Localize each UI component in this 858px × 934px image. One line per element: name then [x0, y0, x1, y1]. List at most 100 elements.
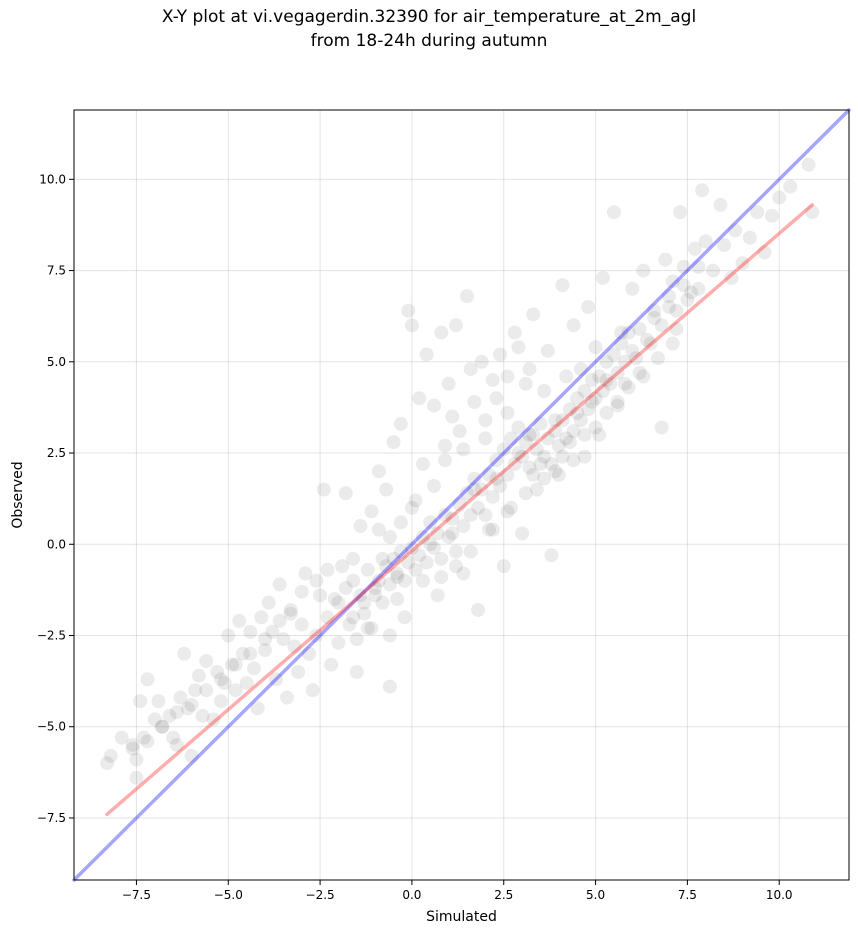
data-point: [316, 482, 331, 497]
data-point: [621, 380, 636, 395]
data-point: [526, 427, 541, 442]
data-point: [654, 420, 669, 435]
data-point: [511, 420, 526, 435]
data-point: [331, 595, 346, 610]
data-point: [522, 362, 537, 377]
data-point: [228, 657, 243, 672]
y-axis-ticks: −7.5 −5.0 −2.5 0.0 2.5 5.0 7.5 10.0: [37, 172, 74, 825]
data-point: [191, 668, 206, 683]
data-point: [136, 730, 151, 745]
data-point: [724, 270, 739, 285]
data-point: [548, 424, 563, 439]
data-point: [338, 581, 353, 596]
y-tick-label: −5.0: [37, 720, 66, 734]
data-point: [628, 351, 643, 366]
data-point: [346, 551, 361, 566]
x-tick-label: 5.0: [586, 888, 605, 902]
data-point: [452, 497, 467, 512]
data-point: [430, 588, 445, 603]
data-point: [320, 562, 335, 577]
data-point: [673, 205, 688, 220]
x-tick-label: 7.5: [678, 888, 697, 902]
data-point: [309, 573, 324, 588]
data-point: [419, 347, 434, 362]
data-point: [224, 657, 239, 672]
fit-line: [105, 203, 815, 817]
data-point: [357, 606, 372, 621]
data-point: [493, 478, 508, 493]
data-point: [713, 197, 728, 212]
data-point: [346, 610, 361, 625]
data-point: [500, 467, 515, 482]
data-point: [478, 431, 493, 446]
data-point: [430, 526, 445, 541]
data-point: [415, 456, 430, 471]
data-point: [463, 544, 478, 559]
y-axis-label: Observed: [10, 461, 26, 528]
data-point: [437, 438, 452, 453]
data-point: [408, 562, 423, 577]
data-point: [669, 303, 684, 318]
data-point: [610, 365, 625, 380]
data-point: [529, 482, 544, 497]
data-point: [617, 354, 632, 369]
data-point: [555, 413, 570, 428]
data-point: [687, 241, 702, 256]
data-point: [382, 628, 397, 643]
data-point: [559, 431, 574, 446]
data-point: [125, 737, 140, 752]
data-point: [206, 712, 221, 727]
data-point: [129, 752, 144, 767]
data-point: [482, 522, 497, 537]
x-tick-label: 2.5: [494, 888, 513, 902]
data-point: [180, 701, 195, 716]
data-point: [551, 467, 566, 482]
data-point: [415, 573, 430, 588]
data-point: [335, 559, 350, 574]
data-point: [606, 347, 621, 362]
data-point: [680, 292, 695, 307]
data-point: [456, 566, 471, 581]
data-point: [294, 617, 309, 632]
data-point: [382, 679, 397, 694]
identity-line: [72, 108, 851, 882]
data-point: [529, 442, 544, 457]
data-point: [647, 311, 662, 326]
data-point: [213, 672, 228, 687]
data-point: [213, 694, 228, 709]
data-point: [401, 303, 416, 318]
data-point: [482, 467, 497, 482]
data-point: [441, 376, 456, 391]
data-point: [559, 369, 574, 384]
data-point: [114, 730, 129, 745]
grid-lines: [74, 110, 849, 880]
data-point: [577, 427, 592, 442]
data-point: [250, 701, 265, 716]
data-point: [397, 573, 412, 588]
data-point: [375, 595, 390, 610]
data-point: [599, 373, 614, 388]
data-point: [140, 734, 155, 749]
data-point: [382, 529, 397, 544]
data-point: [133, 694, 148, 709]
data-point: [489, 453, 504, 468]
data-point: [184, 748, 199, 763]
data-point: [500, 504, 515, 519]
data-point: [426, 540, 441, 555]
data-point: [283, 606, 298, 621]
data-point: [239, 675, 254, 690]
x-axis-ticks: −7.5 −5.0 −2.5 0.0 2.5 5.0 7.5 10.0: [122, 880, 793, 902]
data-point: [735, 256, 750, 271]
data-point: [566, 453, 581, 468]
y-tick-label: 2.5: [47, 446, 66, 460]
data-point: [404, 318, 419, 333]
data-point: [471, 500, 486, 515]
data-point: [526, 307, 541, 322]
data-point: [540, 343, 555, 358]
data-point: [610, 398, 625, 413]
data-point: [467, 482, 482, 497]
data-point: [397, 610, 412, 625]
data-point: [588, 420, 603, 435]
data-point: [471, 602, 486, 617]
x-tick-label: −7.5: [122, 888, 151, 902]
